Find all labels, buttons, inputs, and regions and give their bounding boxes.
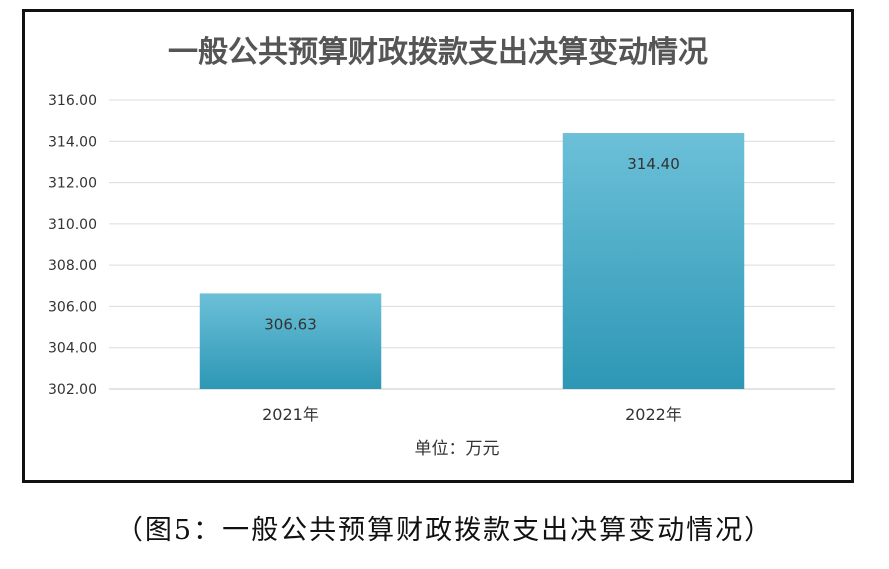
y-tick-label: 306.00 [48, 299, 97, 315]
bar-chart: 一般公共预算财政拨款支出决算变动情况 302.00 304.00 306.00 308… [48, 35, 835, 459]
y-tick-label: 316.00 [48, 93, 97, 109]
figure-caption: （图5：一般公共预算财政拨款支出决算变动情况） [115, 515, 774, 546]
data-labels: 306.63 314.40 [264, 155, 680, 333]
y-tick-label: 308.00 [48, 258, 97, 274]
y-tick-label: 304.00 [48, 341, 97, 357]
y-tick-label: 314.00 [48, 134, 97, 150]
bar-2022年 [562, 133, 745, 389]
bar-2021年 [199, 293, 382, 389]
data-label: 306.63 [264, 315, 317, 333]
y-tick-label: 302.00 [48, 382, 97, 398]
y-tick-label: 312.00 [48, 176, 97, 192]
unit-label: 单位：万元 [415, 439, 500, 459]
bars [199, 133, 745, 389]
x-tick-label: 2021年 [262, 405, 319, 424]
chart-title: 一般公共预算财政拨款支出决算变动情况 [168, 35, 708, 70]
y-axis-ticks: 302.00 304.00 306.00 308.00 310.00 312.00 314.… [48, 93, 97, 398]
chart-frame: 一般公共预算财政拨款支出决算变动情况 302.00 304.00 306.00 308… [22, 9, 854, 483]
data-label: 314.40 [627, 155, 680, 173]
y-tick-label: 310.00 [48, 217, 97, 233]
x-axis-ticks: 2021年 2022年 [262, 405, 682, 424]
x-tick-label: 2022年 [625, 405, 682, 424]
